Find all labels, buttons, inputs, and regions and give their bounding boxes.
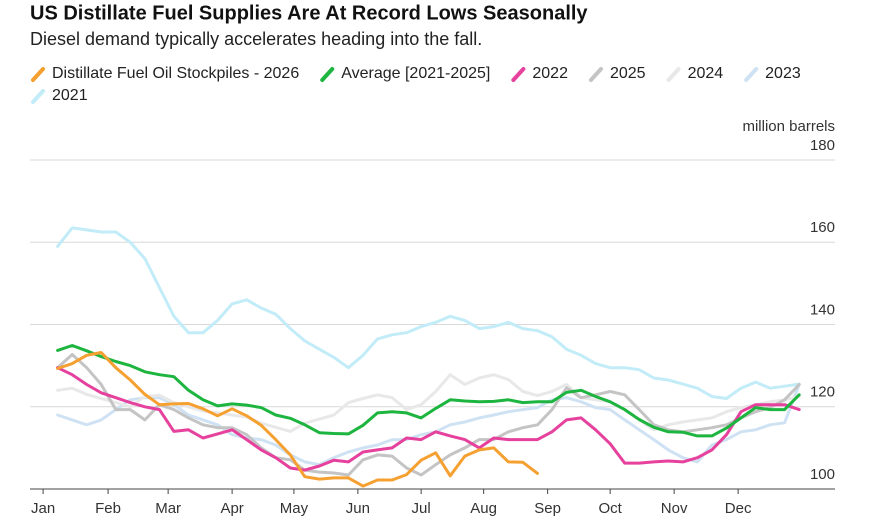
legend-item: Distillate Fuel Oil Stockpiles - 2026 — [31, 65, 299, 82]
x-tick-label: Jun — [346, 500, 370, 517]
legend-swatch — [31, 67, 45, 82]
legend-label: 2023 — [765, 65, 801, 82]
x-tick-label: Aug — [470, 500, 497, 517]
legend-label: Distillate Fuel Oil Stockpiles - 2026 — [52, 65, 299, 82]
legend-item: 2023 — [744, 65, 801, 82]
legend-swatch — [320, 67, 335, 82]
legend-label: Average [2021-2025] — [341, 65, 490, 82]
x-tick-label: Jan — [31, 500, 55, 517]
x-tick-label: Feb — [95, 500, 121, 517]
legend-label: 2024 — [688, 65, 724, 82]
series-line — [56, 351, 539, 488]
series-line — [56, 226, 801, 400]
y-tick-label: 140 — [810, 301, 835, 318]
legend-item: Average [2021-2025] — [320, 65, 490, 82]
legend-swatch — [744, 67, 759, 82]
x-tick-label: Mar — [155, 500, 181, 517]
y-tick-label: 180 — [810, 137, 835, 154]
legend-label: 2022 — [532, 65, 568, 82]
legend-item: 2022 — [511, 65, 568, 82]
chart-subtitle: Diesel demand typically accelerates head… — [30, 29, 482, 49]
legend-item: 2021 — [31, 87, 88, 104]
legend-item: 2025 — [588, 65, 646, 82]
legend-swatch — [511, 67, 526, 82]
x-tick-label: Oct — [598, 500, 622, 517]
y-axis-label: million barrels — [742, 118, 835, 135]
x-tick-label: May — [280, 500, 309, 517]
legend-label: 2021 — [52, 87, 88, 104]
chart-title: US Distillate Fuel Supplies Are At Recor… — [30, 2, 588, 24]
x-tick-label: Nov — [661, 500, 688, 517]
legend-swatch — [588, 67, 603, 82]
x-tick-label: Sep — [534, 500, 561, 517]
y-tick-label: 120 — [810, 384, 835, 401]
x-tick-label: Dec — [725, 500, 752, 517]
series-line — [56, 344, 801, 438]
series-line — [56, 383, 801, 467]
legend-label: 2025 — [610, 65, 646, 82]
lines — [56, 226, 801, 488]
series-line — [56, 366, 801, 472]
legend-swatch — [666, 67, 681, 82]
legend-item: 2024 — [666, 65, 724, 82]
y-tick-label: 160 — [810, 219, 835, 236]
x-tick-label: Jul — [412, 500, 431, 517]
legend: Distillate Fuel Oil Stockpiles - 2026 Ave… — [31, 65, 801, 104]
x-tick-label: Apr — [220, 500, 243, 517]
y-tick-label: 100 — [810, 466, 835, 483]
grid: 100 120 140 160 180 Jan Feb Mar Apr May Jun Jul Aug S… — [30, 137, 835, 517]
legend-swatch — [31, 89, 45, 104]
